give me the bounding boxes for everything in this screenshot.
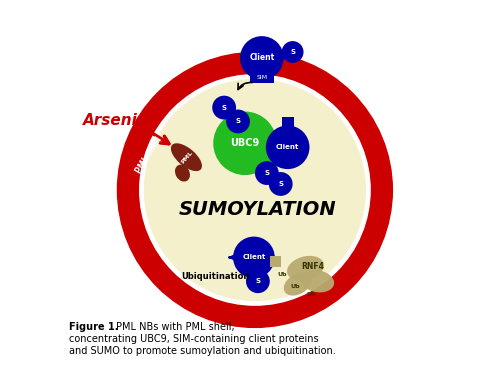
Text: concentrating UBC9, SIM-containing client proteins: concentrating UBC9, SIM-containing clien… (69, 334, 319, 344)
Circle shape (144, 79, 366, 301)
Text: SUMOYLATION: SUMOYLATION (179, 200, 337, 219)
Text: Ub: Ub (291, 284, 300, 289)
FancyBboxPatch shape (270, 257, 281, 267)
Ellipse shape (287, 256, 324, 281)
Circle shape (226, 110, 250, 133)
Text: S: S (264, 170, 269, 176)
Ellipse shape (301, 270, 334, 292)
Text: Client: Client (249, 53, 275, 62)
FancyBboxPatch shape (282, 118, 294, 127)
FancyBboxPatch shape (250, 73, 274, 83)
Text: Ub: Ub (277, 272, 286, 277)
Text: Client: Client (242, 254, 266, 260)
Text: Client: Client (276, 144, 299, 150)
Circle shape (282, 41, 304, 63)
Text: PML shell: PML shell (134, 135, 163, 175)
Ellipse shape (175, 165, 190, 181)
Text: UBC9: UBC9 (230, 138, 260, 148)
Text: S: S (278, 181, 283, 187)
Circle shape (266, 126, 310, 169)
Text: Arsenic: Arsenic (83, 113, 147, 128)
Text: Ubiquitination: Ubiquitination (181, 272, 249, 281)
Text: and SUMO to promote sumoylation and ubiquitination.: and SUMO to promote sumoylation and ubiq… (69, 346, 336, 356)
Text: SIM: SIM (256, 75, 267, 80)
Text: S: S (236, 119, 241, 124)
Circle shape (212, 96, 236, 119)
Text: Ub: Ub (307, 292, 316, 297)
Text: PML NBs with PML shell,: PML NBs with PML shell, (116, 322, 235, 332)
Ellipse shape (284, 273, 312, 296)
FancyArrowPatch shape (230, 255, 237, 260)
Circle shape (246, 269, 270, 293)
Text: S: S (222, 105, 226, 111)
Circle shape (269, 172, 293, 196)
Text: S: S (255, 278, 260, 284)
Text: S: S (290, 49, 295, 55)
Text: Figure 1.: Figure 1. (69, 322, 119, 332)
Text: PML: PML (181, 150, 194, 165)
Text: RNF4: RNF4 (301, 262, 324, 271)
Circle shape (240, 36, 284, 80)
Ellipse shape (171, 143, 202, 171)
Circle shape (233, 237, 275, 278)
Circle shape (255, 161, 279, 185)
Circle shape (213, 112, 277, 175)
